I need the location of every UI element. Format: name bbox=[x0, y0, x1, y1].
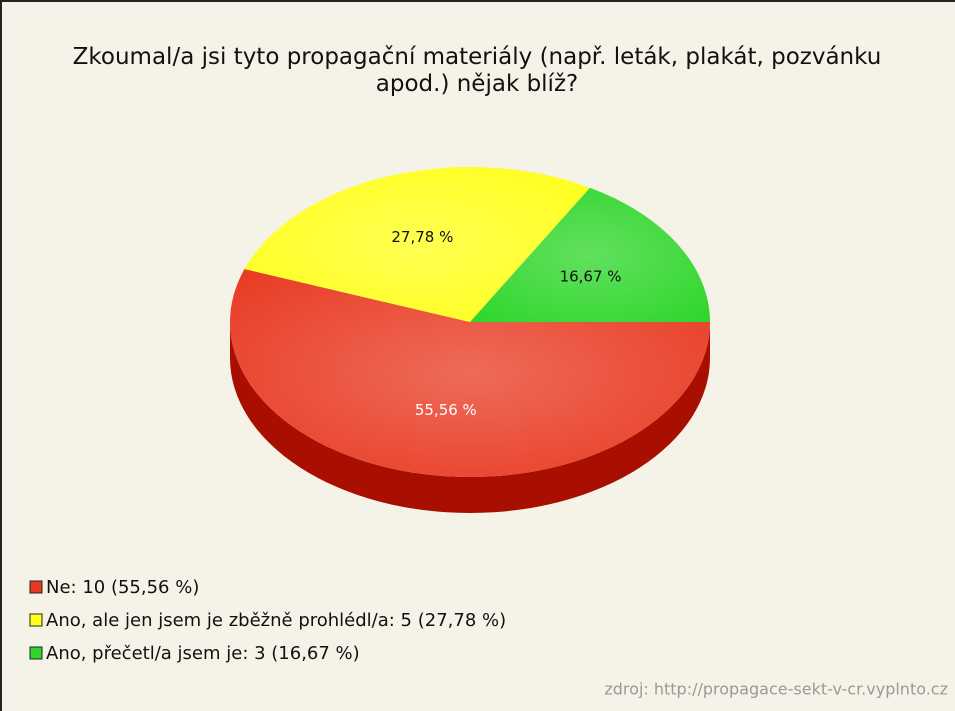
source: zdroj: http://propagace-sekt-v-cr.vyplnt… bbox=[604, 680, 948, 699]
legend-swatch bbox=[29, 613, 43, 627]
pie-side bbox=[230, 322, 710, 513]
legend-swatch bbox=[29, 646, 43, 660]
data-label: 55,56 % bbox=[415, 401, 477, 419]
pie-shade bbox=[230, 268, 710, 477]
legend-label: Ano, přečetl/a jsem je: 3 (16,67 %) bbox=[46, 643, 360, 664]
legend-label: Ano, ale jen jsem je zběžně prohlédl/a: … bbox=[46, 610, 506, 631]
chart-title-text: Zkoumal/a jsi tyto propagační materiály … bbox=[73, 44, 882, 97]
legend-swatch bbox=[29, 580, 43, 594]
data-label: 27,78 % bbox=[391, 228, 453, 246]
chart-title: Zkoumal/a jsi tyto propagační materiály … bbox=[73, 44, 882, 97]
data-label: 16,67 % bbox=[560, 268, 622, 286]
pie-shade bbox=[470, 187, 710, 322]
legend-label: Ne: 10 (55,56 %) bbox=[46, 577, 199, 598]
pie-shade bbox=[244, 167, 590, 322]
